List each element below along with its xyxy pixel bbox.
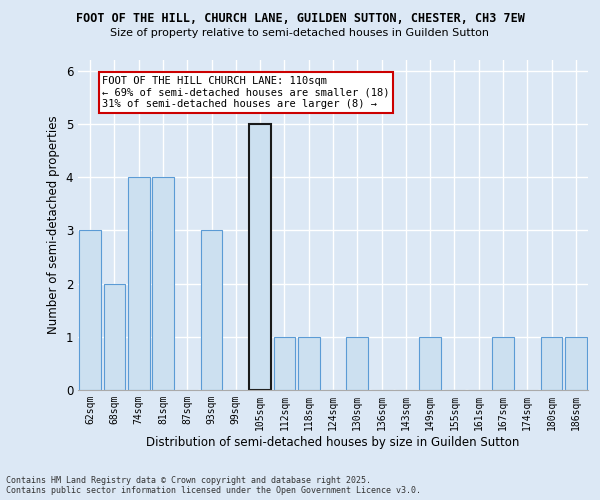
- Bar: [274, 337, 295, 390]
- Bar: [79, 230, 101, 390]
- Text: FOOT OF THE HILL, CHURCH LANE, GUILDEN SUTTON, CHESTER, CH3 7EW: FOOT OF THE HILL, CHURCH LANE, GUILDEN S…: [76, 12, 524, 26]
- Bar: [565, 337, 587, 390]
- Bar: [346, 337, 368, 390]
- Bar: [492, 337, 514, 390]
- Bar: [152, 177, 174, 390]
- Bar: [249, 124, 271, 390]
- Bar: [128, 177, 149, 390]
- Bar: [541, 337, 562, 390]
- Text: Contains HM Land Registry data © Crown copyright and database right 2025.
Contai: Contains HM Land Registry data © Crown c…: [6, 476, 421, 495]
- Y-axis label: Number of semi-detached properties: Number of semi-detached properties: [47, 116, 60, 334]
- Bar: [298, 337, 320, 390]
- Bar: [104, 284, 125, 390]
- Text: FOOT OF THE HILL CHURCH LANE: 110sqm
← 69% of semi-detached houses are smaller (: FOOT OF THE HILL CHURCH LANE: 110sqm ← 6…: [102, 76, 390, 109]
- X-axis label: Distribution of semi-detached houses by size in Guilden Sutton: Distribution of semi-detached houses by …: [146, 436, 520, 448]
- Bar: [200, 230, 223, 390]
- Text: Size of property relative to semi-detached houses in Guilden Sutton: Size of property relative to semi-detach…: [110, 28, 490, 38]
- Bar: [419, 337, 441, 390]
